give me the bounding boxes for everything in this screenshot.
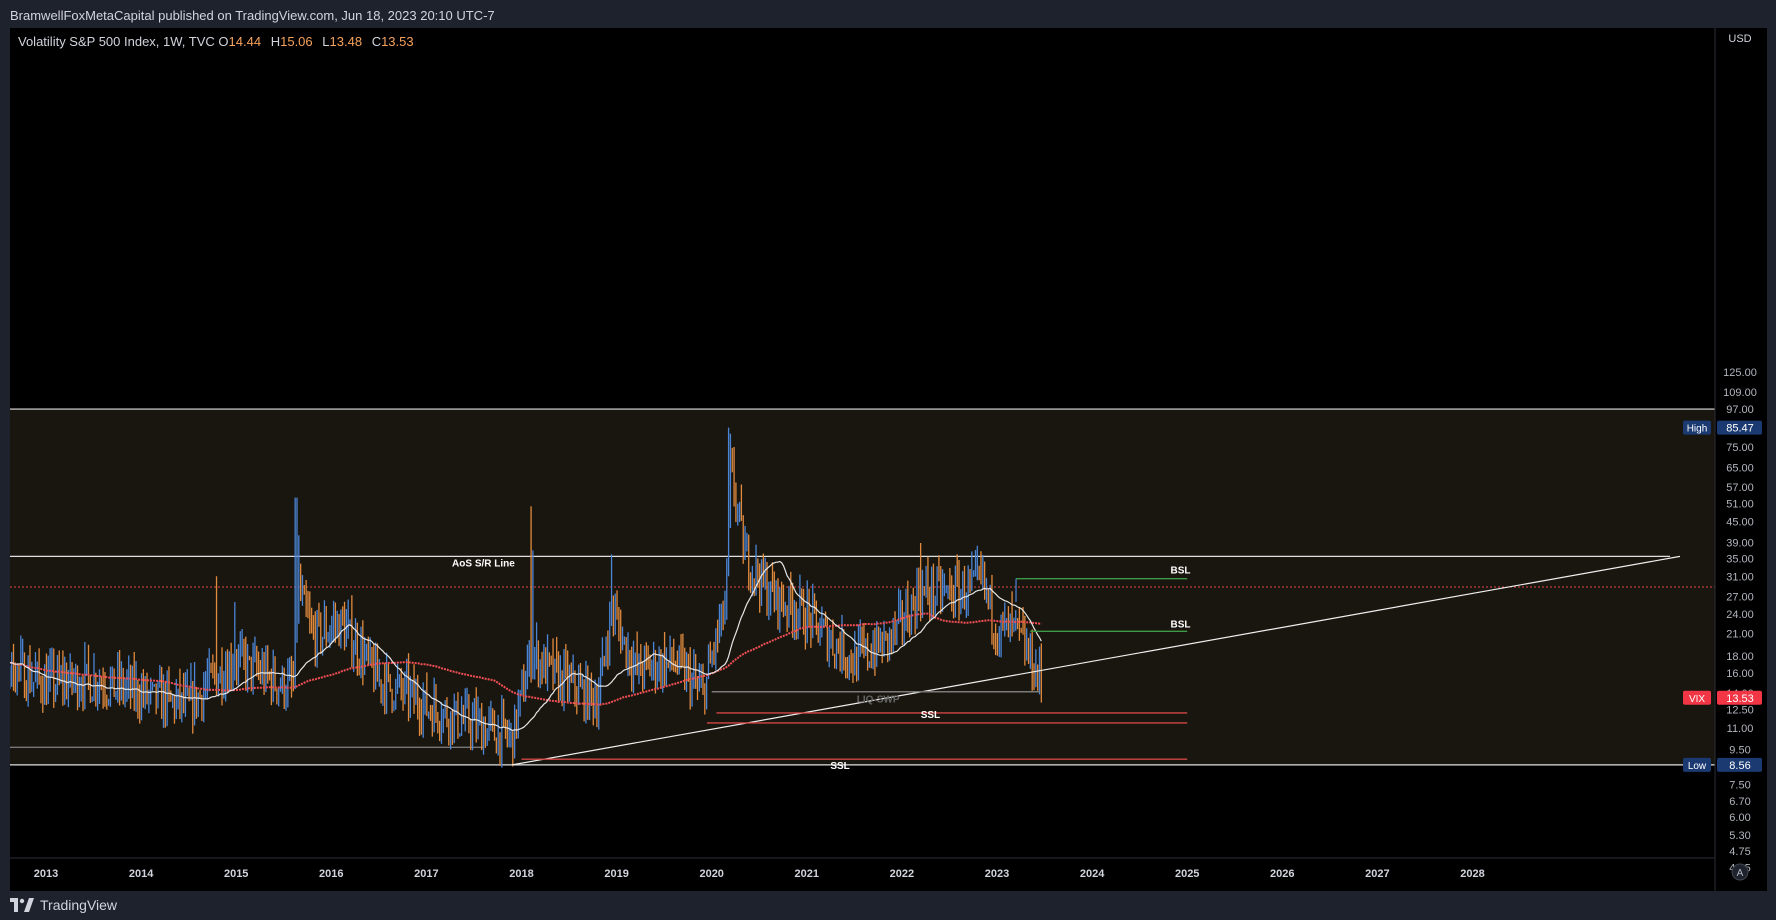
x-tick-label: 2028 xyxy=(1460,868,1484,880)
x-tick-label: 2027 xyxy=(1365,868,1389,880)
ascending-trendline xyxy=(511,555,1681,766)
price-tag-high-label-box xyxy=(1683,420,1711,435)
publish-info: BramwellFoxMetaCapital published on Trad… xyxy=(10,8,495,23)
price-tag-low-label-box xyxy=(1683,757,1711,772)
y-tick-label: 75.00 xyxy=(1726,442,1754,454)
y-tick-label: 9.50 xyxy=(1729,745,1750,757)
x-tick-label: 2014 xyxy=(129,868,154,880)
x-tick-label: 2022 xyxy=(890,868,914,880)
y-tick-label: 6.00 xyxy=(1729,812,1750,824)
moving-average-red xyxy=(0,612,1042,706)
y-tick-label: 5.30 xyxy=(1729,830,1750,842)
y-tick-label: 24.00 xyxy=(1726,609,1754,621)
currency-label: USD xyxy=(1728,33,1751,45)
price-tag-high-value: 85.47 xyxy=(1726,423,1754,435)
vix-chart[interactable]: AoS S/R Line BSL BSL LIQ-SWP SSL SSL Volatili… xyxy=(0,28,1767,891)
x-tick-label: 2020 xyxy=(699,868,723,880)
chart-frame: AoS S/R Line BSL BSL LIQ-SWP SSL SSL Volatili… xyxy=(0,28,1767,891)
x-tick-label: 2017 xyxy=(414,868,438,880)
brand-name: TradingView xyxy=(40,897,118,913)
y-tick-label: 12.50 xyxy=(1726,704,1754,716)
y-tick-label: 21.00 xyxy=(1726,628,1754,640)
price-tag-high-label: High xyxy=(1687,424,1708,435)
annotation-ssl-lower: SSL xyxy=(830,761,849,772)
x-tick-label: 2024 xyxy=(1080,868,1105,880)
x-tick-label: 2018 xyxy=(509,868,533,880)
tradingview-logo-icon xyxy=(10,898,34,912)
auto-scale-icon: A xyxy=(1737,868,1744,879)
y-tick-label: 97.00 xyxy=(1726,404,1754,416)
y-tick-label: 7.50 xyxy=(1729,779,1750,791)
footer-bar: TradingView xyxy=(0,891,1776,920)
y-tick-label: 125.00 xyxy=(1723,367,1757,379)
y-tick-label: 11.00 xyxy=(1727,723,1754,735)
y-tick-label: 45.00 xyxy=(1726,517,1754,529)
y-tick-label: 39.00 xyxy=(1726,538,1754,550)
tradingview-brand[interactable]: TradingView xyxy=(10,897,117,913)
annotation-sr-line: AoS S/R Line xyxy=(452,558,515,569)
y-tick-label: 31.00 xyxy=(1726,571,1754,583)
price-tag-last-label-box xyxy=(1683,690,1711,705)
y-tick-label: 51.00 xyxy=(1726,498,1754,510)
price-tag-low-value: 8.56 xyxy=(1729,760,1750,772)
y-tick-label: 109.00 xyxy=(1723,387,1757,399)
price-tag-high-value-box xyxy=(1717,420,1762,435)
annotation-ssl-upper: SSL xyxy=(921,710,940,721)
price-tag-last-value: 13.53 xyxy=(1726,693,1754,705)
x-tick-label: 2025 xyxy=(1175,868,1199,880)
x-tick-label: 2019 xyxy=(604,868,628,880)
annotation-liq-swp: LIQ-SWP xyxy=(857,695,900,706)
x-tick-label: 2021 xyxy=(795,868,819,880)
price-tag-last-label: VIX xyxy=(1689,694,1705,705)
annotation-bsl-lower: BSL xyxy=(1171,619,1191,630)
x-tick-label: 2015 xyxy=(224,868,248,880)
moving-average-white xyxy=(0,560,1042,732)
annotation-bsl-upper: BSL xyxy=(1171,566,1191,577)
price-tag-low-label: Low xyxy=(1688,761,1707,772)
y-tick-label: 4.75 xyxy=(1729,846,1750,858)
auto-scale-button[interactable] xyxy=(1731,863,1749,881)
price-tag-low-value-box xyxy=(1717,757,1762,772)
chart-legend: Volatility S&P 500 Index, 1W, TVC O14.44… xyxy=(18,34,414,49)
x-tick-label: 2023 xyxy=(985,868,1009,880)
y-tick-label: 16.00 xyxy=(1726,668,1754,680)
x-tick-label: 2016 xyxy=(319,868,343,880)
publish-bar: BramwellFoxMetaCapital published on Trad… xyxy=(0,0,1776,28)
y-tick-label: 35.00 xyxy=(1726,553,1754,565)
price-tag-last-value-box xyxy=(1717,690,1762,705)
y-tick-label: 57.00 xyxy=(1726,482,1754,494)
y-tick-label: 18.00 xyxy=(1726,651,1754,663)
x-tick-label: 2026 xyxy=(1270,868,1294,880)
x-tick-label: 2013 xyxy=(34,868,58,880)
y-tick-label: 6.70 xyxy=(1729,796,1750,808)
y-tick-label: 65.00 xyxy=(1726,463,1754,475)
y-tick-label: 27.00 xyxy=(1726,592,1754,604)
